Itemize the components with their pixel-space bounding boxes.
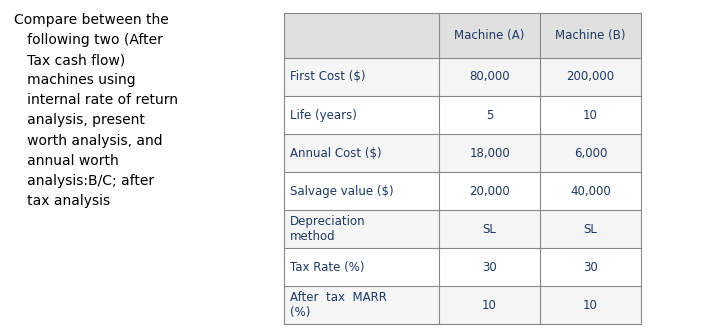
Bar xyxy=(439,96,540,134)
Bar xyxy=(439,134,540,172)
Text: SL: SL xyxy=(583,223,598,236)
Text: SL: SL xyxy=(482,223,497,236)
Text: 30: 30 xyxy=(583,261,598,274)
Text: First Cost ($): First Cost ($) xyxy=(290,71,366,83)
Bar xyxy=(439,210,540,248)
Bar xyxy=(540,286,641,324)
Text: Depreciation
method: Depreciation method xyxy=(290,215,366,243)
Bar xyxy=(284,134,439,172)
Bar xyxy=(540,58,641,96)
Bar xyxy=(439,58,540,96)
Bar xyxy=(540,134,641,172)
Text: 30: 30 xyxy=(482,261,497,274)
Bar xyxy=(284,286,439,324)
Text: After  tax  MARR
(%): After tax MARR (%) xyxy=(290,291,387,319)
Text: 80,000: 80,000 xyxy=(469,71,510,83)
Bar xyxy=(284,210,439,248)
Bar xyxy=(439,248,540,286)
Text: Annual Cost ($): Annual Cost ($) xyxy=(290,147,382,160)
Bar xyxy=(540,248,641,286)
Bar xyxy=(439,13,540,58)
Text: Compare between the
   following two (After
   Tax cash flow)
   machines using
: Compare between the following two (After… xyxy=(14,13,179,208)
Bar xyxy=(284,248,439,286)
Bar xyxy=(439,286,540,324)
Text: Tax Rate (%): Tax Rate (%) xyxy=(290,261,364,274)
Bar xyxy=(439,172,540,210)
Text: 6,000: 6,000 xyxy=(574,147,607,160)
Bar xyxy=(284,96,439,134)
Text: 18,000: 18,000 xyxy=(469,147,510,160)
Text: 200,000: 200,000 xyxy=(567,71,614,83)
Bar xyxy=(284,172,439,210)
Text: 10: 10 xyxy=(482,299,497,312)
Bar xyxy=(284,58,439,96)
Text: Machine (A): Machine (A) xyxy=(454,29,525,42)
Text: Machine (B): Machine (B) xyxy=(555,29,626,42)
Text: 40,000: 40,000 xyxy=(570,185,611,198)
Bar xyxy=(540,172,641,210)
Bar xyxy=(540,210,641,248)
Text: 5: 5 xyxy=(486,109,493,121)
Bar xyxy=(540,96,641,134)
Bar xyxy=(284,13,439,58)
Text: 10: 10 xyxy=(583,109,598,121)
Text: Life (years): Life (years) xyxy=(290,109,357,121)
Text: 10: 10 xyxy=(583,299,598,312)
Bar xyxy=(540,13,641,58)
Text: 20,000: 20,000 xyxy=(469,185,510,198)
Text: Salvage value ($): Salvage value ($) xyxy=(290,185,394,198)
